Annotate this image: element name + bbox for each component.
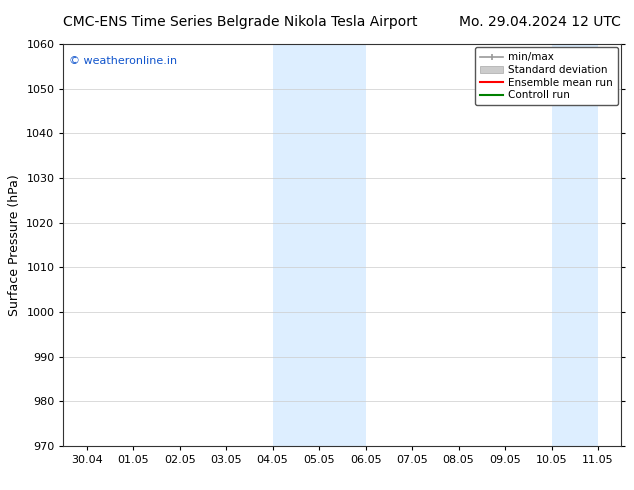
- Text: CMC-ENS Time Series Belgrade Nikola Tesla Airport: CMC-ENS Time Series Belgrade Nikola Tesl…: [63, 15, 418, 29]
- Y-axis label: Surface Pressure (hPa): Surface Pressure (hPa): [8, 174, 21, 316]
- Title: CMC-ENS Time Series Belgrade Nikola Tesla Airport      Mo. 29.04.2024 12 UTC: CMC-ENS Time Series Belgrade Nikola Tesl…: [0, 489, 1, 490]
- Text: © weatheronline.in: © weatheronline.in: [69, 56, 177, 66]
- Bar: [273, 44, 366, 446]
- Text: Mo. 29.04.2024 12 UTC: Mo. 29.04.2024 12 UTC: [460, 15, 621, 29]
- Bar: [552, 44, 598, 446]
- Legend: min/max, Standard deviation, Ensemble mean run, Controll run: min/max, Standard deviation, Ensemble me…: [475, 47, 618, 105]
